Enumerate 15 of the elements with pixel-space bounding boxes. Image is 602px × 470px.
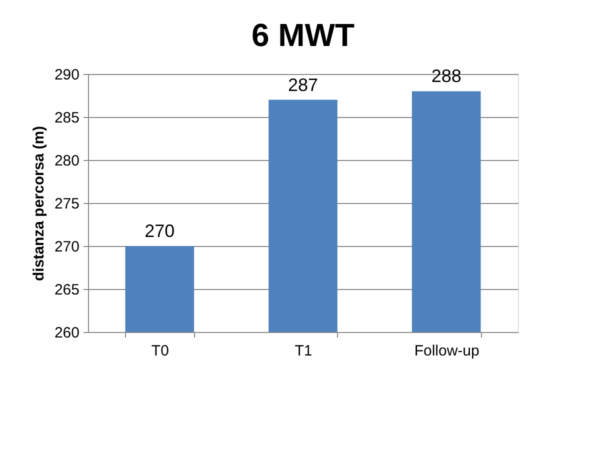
data-label: 288 (431, 66, 462, 86)
y-tick-label: 290 (54, 66, 80, 84)
y-axis-title: distanza percorsa (m) (30, 126, 48, 282)
x-tick-label: Follow-up (414, 342, 480, 360)
y-tick-label: 275 (54, 196, 80, 212)
data-label: 287 (288, 74, 318, 95)
y-tick-label: 270 (54, 238, 80, 256)
x-tick-label: T1 (294, 342, 312, 360)
y-tick-label: 265 (54, 282, 80, 298)
data-label: 270 (144, 221, 175, 241)
chart-title: 6 MWT (251, 17, 355, 53)
y-tick-label: 285 (54, 110, 80, 126)
y-tick-label: 280 (54, 152, 80, 170)
x-tick-label: T0 (151, 342, 169, 360)
y-tick-label: 260 (54, 324, 80, 342)
